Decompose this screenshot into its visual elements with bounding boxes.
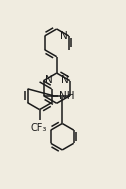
Text: NH: NH bbox=[59, 91, 75, 101]
Text: CF₃: CF₃ bbox=[30, 123, 46, 133]
Text: N: N bbox=[61, 75, 69, 85]
Text: N: N bbox=[45, 75, 52, 85]
Text: N: N bbox=[60, 31, 67, 41]
